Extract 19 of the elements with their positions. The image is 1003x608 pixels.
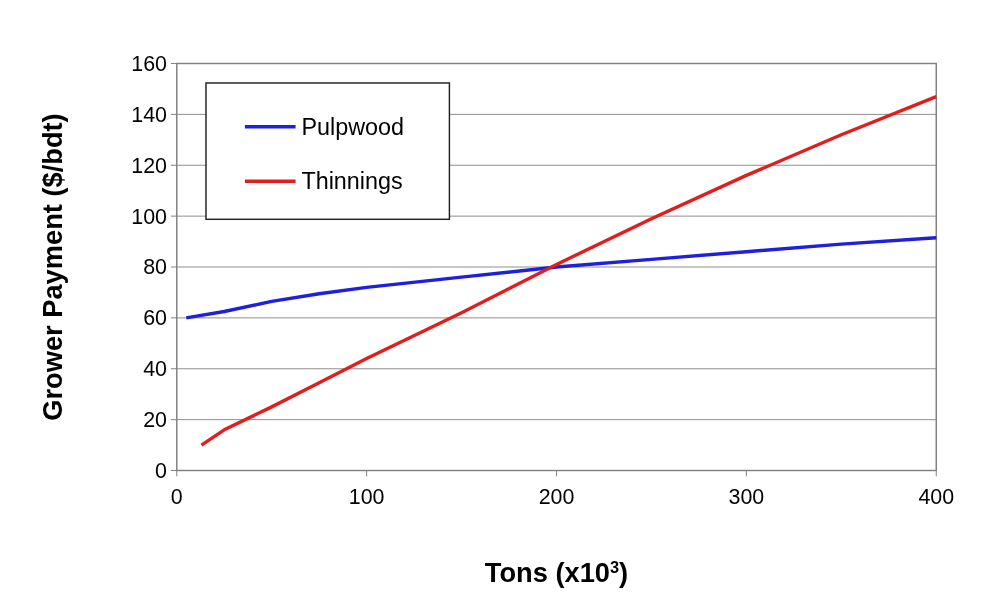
- y-tick-label: 100: [131, 204, 168, 229]
- x-axis-title: Tons (x10$^{3}$): [484, 557, 629, 589]
- y-axis-title: Grower Payment ($/bdt): [36, 113, 68, 421]
- y-tick-label: 40: [143, 357, 168, 382]
- x-tick-label: 400: [918, 484, 955, 509]
- x-tick-label: 100: [348, 484, 385, 509]
- x-tick-label: 300: [728, 484, 765, 509]
- y-tick-label: 160: [131, 52, 168, 76]
- y-tick-label: 120: [131, 153, 168, 178]
- line-series: [184, 236, 938, 320]
- y-tick-label: 140: [131, 102, 168, 127]
- y-tick-label: 20: [143, 408, 168, 433]
- line-series: [199, 94, 938, 447]
- y-tick-label: 60: [143, 306, 168, 331]
- y-tick-label: 80: [143, 255, 168, 280]
- y-tick-label: 0: [155, 459, 168, 483]
- x-tick-label: 200: [538, 484, 575, 509]
- legend-label: Pulpwood: [301, 113, 405, 140]
- legend-label: Thinnings: [301, 168, 403, 195]
